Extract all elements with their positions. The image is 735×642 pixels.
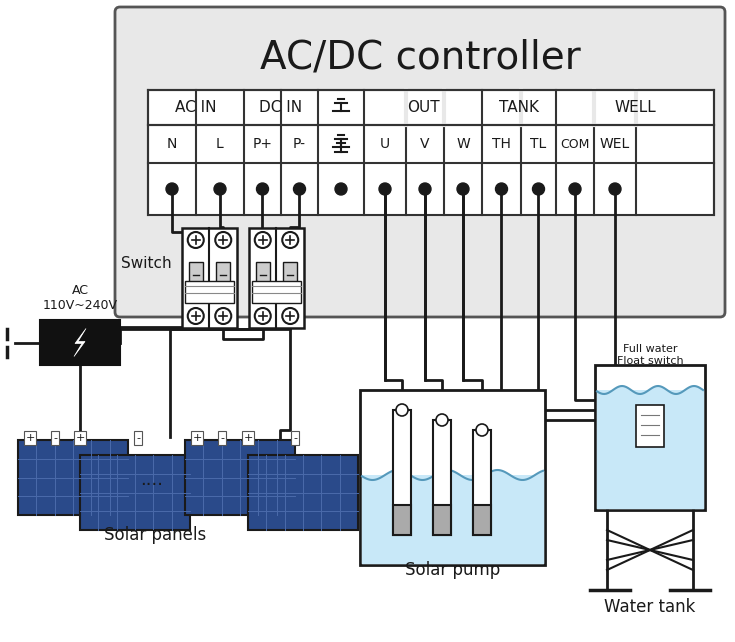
- Text: COM: COM: [560, 137, 589, 150]
- Circle shape: [215, 232, 232, 248]
- Bar: [252, 281, 301, 303]
- Bar: [185, 440, 295, 515]
- Circle shape: [282, 308, 298, 324]
- Text: +: +: [243, 433, 253, 443]
- Bar: [283, 262, 297, 282]
- Circle shape: [419, 183, 431, 195]
- Circle shape: [282, 232, 298, 248]
- Bar: [189, 262, 203, 282]
- FancyBboxPatch shape: [115, 7, 725, 317]
- Circle shape: [379, 183, 391, 195]
- Text: -: -: [220, 433, 224, 443]
- Text: Full water
Float switch: Full water Float switch: [617, 344, 684, 366]
- Circle shape: [187, 308, 204, 324]
- Circle shape: [569, 183, 581, 195]
- Text: Switch: Switch: [121, 256, 172, 270]
- Circle shape: [255, 308, 270, 324]
- Text: AC IN: AC IN: [175, 100, 217, 115]
- Text: ....: ....: [140, 471, 163, 489]
- Bar: [362, 475, 543, 563]
- Bar: [433, 420, 451, 535]
- Bar: [636, 405, 664, 447]
- Text: V: V: [420, 137, 430, 151]
- Bar: [393, 505, 411, 535]
- Bar: [597, 390, 703, 508]
- Text: -: -: [293, 433, 297, 443]
- Text: AC/DC controller: AC/DC controller: [259, 38, 581, 76]
- Text: P-: P-: [293, 137, 306, 151]
- Circle shape: [457, 183, 469, 195]
- Circle shape: [495, 183, 507, 195]
- Text: TANK: TANK: [499, 100, 539, 115]
- Bar: [360, 390, 545, 565]
- Bar: [473, 430, 491, 535]
- Text: TL: TL: [531, 137, 547, 151]
- Bar: [40, 320, 120, 365]
- Circle shape: [335, 183, 347, 195]
- Bar: [595, 365, 705, 510]
- Circle shape: [476, 424, 488, 436]
- Bar: [393, 410, 411, 535]
- Text: L: L: [216, 137, 224, 151]
- Circle shape: [609, 183, 621, 195]
- Circle shape: [166, 183, 178, 195]
- Text: WEL: WEL: [600, 137, 630, 151]
- Text: N: N: [167, 137, 177, 151]
- Bar: [249, 228, 304, 328]
- Text: OUT: OUT: [406, 100, 440, 115]
- Text: Water tank: Water tank: [604, 598, 696, 616]
- Bar: [473, 505, 491, 535]
- Text: WELL: WELL: [614, 100, 656, 115]
- Text: +: +: [193, 433, 201, 443]
- Bar: [185, 281, 234, 303]
- Circle shape: [532, 183, 545, 195]
- Circle shape: [214, 183, 226, 195]
- Text: -: -: [53, 433, 57, 443]
- Circle shape: [187, 232, 204, 248]
- Bar: [182, 228, 237, 328]
- Text: TH: TH: [492, 137, 511, 151]
- Circle shape: [396, 404, 408, 416]
- Bar: [148, 90, 714, 215]
- Text: +: +: [75, 433, 85, 443]
- Bar: [80, 455, 190, 530]
- Circle shape: [257, 183, 268, 195]
- Circle shape: [436, 414, 448, 426]
- Circle shape: [215, 308, 232, 324]
- Text: DC IN: DC IN: [259, 100, 303, 115]
- Text: U: U: [380, 137, 390, 151]
- Circle shape: [255, 232, 270, 248]
- Text: P+: P+: [253, 137, 273, 151]
- Bar: [216, 262, 230, 282]
- Text: Solar pump: Solar pump: [405, 561, 500, 579]
- Text: W: W: [456, 137, 470, 151]
- Text: +: +: [25, 433, 35, 443]
- Text: -: -: [136, 433, 140, 443]
- Circle shape: [293, 183, 306, 195]
- Bar: [248, 455, 358, 530]
- Bar: [18, 440, 128, 515]
- Text: Solar panels: Solar panels: [104, 526, 206, 544]
- Bar: [433, 505, 451, 535]
- Text: AC
110V~240V: AC 110V~240V: [43, 284, 118, 312]
- Polygon shape: [74, 329, 86, 356]
- Bar: [256, 262, 270, 282]
